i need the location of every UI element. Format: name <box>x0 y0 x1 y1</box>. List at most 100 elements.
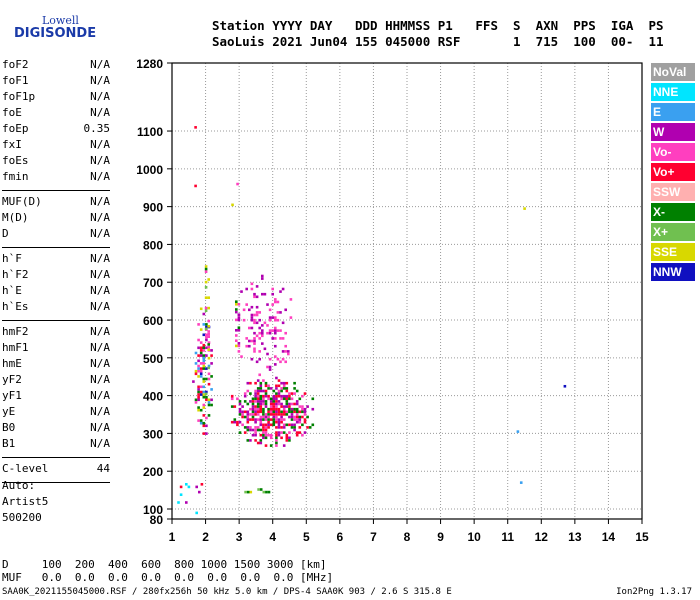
echo-point <box>277 384 281 388</box>
echo-point <box>202 362 206 365</box>
param-hmf2: hmF2 N/A <box>2 325 110 341</box>
echo-point <box>204 296 208 299</box>
x-tick-label: 6 <box>337 530 344 544</box>
echo-point <box>281 350 285 353</box>
echo-point <box>256 405 260 408</box>
y-tick-label: 1100 <box>137 125 163 139</box>
echo-point <box>261 274 264 278</box>
echo-point <box>275 402 278 406</box>
echo-point <box>264 426 268 429</box>
echo-point <box>254 428 257 432</box>
echo-point <box>199 354 203 357</box>
echo-point <box>197 408 200 412</box>
echo-point <box>207 364 211 368</box>
echo-point <box>194 401 198 404</box>
echo-point <box>199 328 203 331</box>
y-tick-label: 100 <box>143 503 163 517</box>
echo-point <box>272 413 276 416</box>
echo-point <box>255 360 259 364</box>
echo-point <box>285 433 289 437</box>
echo-point <box>285 381 289 385</box>
echo-point <box>264 415 268 419</box>
echo-point <box>244 490 247 494</box>
echo-point <box>293 387 296 390</box>
echo-point <box>207 330 210 333</box>
echo-point <box>246 402 250 406</box>
echo-point <box>199 349 203 352</box>
echo-point <box>259 381 263 385</box>
echo-point <box>264 436 268 440</box>
echo-point <box>303 431 307 434</box>
echo-point <box>279 360 282 364</box>
echo-point <box>262 397 265 401</box>
echo-point <box>256 428 260 432</box>
echo-point <box>277 394 281 398</box>
echo-point <box>311 407 315 411</box>
echo-point <box>275 433 278 437</box>
echo-point <box>284 308 287 312</box>
param-value: 44 <box>96 462 110 475</box>
param-value: N/A <box>90 268 110 281</box>
echo-point <box>523 207 526 210</box>
param-fof1: foF1 N/A <box>2 74 110 90</box>
echo-point <box>303 413 307 416</box>
echo-point <box>271 337 274 340</box>
echo-point <box>254 420 257 424</box>
param-name: foF2 <box>2 58 29 71</box>
echo-point <box>285 405 289 408</box>
echo-point <box>259 418 263 421</box>
echo-point <box>275 405 278 408</box>
echo-point <box>236 420 239 424</box>
echo-point <box>251 415 255 419</box>
param-value: N/A <box>90 325 110 338</box>
echo-point <box>207 335 210 338</box>
echo-point <box>259 415 263 419</box>
echo-point <box>277 389 281 393</box>
echo-point <box>264 394 268 398</box>
echo-point <box>253 295 256 299</box>
param-name: h`F <box>2 252 22 265</box>
param-name: yF2 <box>2 373 22 386</box>
echo-point <box>308 426 312 429</box>
echo-point <box>235 344 238 348</box>
echo-point <box>277 413 281 416</box>
echo-point <box>293 407 296 411</box>
echo-point <box>277 400 281 403</box>
echo-point <box>258 337 261 340</box>
echo-point <box>298 431 302 434</box>
echo-point <box>259 423 263 427</box>
param-value: N/A <box>90 373 110 386</box>
echo-point <box>231 203 234 207</box>
echo-point <box>237 350 241 353</box>
echo-point <box>290 410 294 414</box>
echo-point <box>288 392 291 395</box>
echo-point <box>256 441 260 445</box>
echo-point <box>254 407 257 411</box>
echo-point <box>254 389 257 393</box>
echo-point <box>262 431 265 434</box>
auto-code: 500200 <box>2 511 42 524</box>
direction-legend: NoVal NNE E W Vo- Vo+ SSW X- X+ SSE NNW <box>651 63 695 283</box>
echo-point <box>236 423 239 427</box>
echo-point <box>269 433 273 437</box>
echo-point <box>194 362 198 365</box>
echo-point <box>298 418 302 421</box>
echo-point <box>251 413 255 416</box>
echo-point <box>262 415 265 419</box>
echo-point <box>267 407 270 411</box>
echo-point <box>288 410 291 414</box>
echo-point <box>197 364 200 368</box>
param-value: N/A <box>90 195 110 208</box>
echo-point <box>262 394 265 398</box>
echo-point <box>179 485 183 489</box>
echo-point <box>259 410 263 414</box>
echo-point <box>282 431 286 434</box>
echo-point <box>257 488 260 491</box>
echo-point <box>235 329 238 332</box>
echo-point <box>301 407 304 411</box>
echo-point <box>267 394 270 398</box>
echo-point <box>246 428 250 432</box>
echo-point <box>204 270 208 273</box>
echo-point <box>269 418 273 421</box>
param-value: N/A <box>90 227 110 240</box>
